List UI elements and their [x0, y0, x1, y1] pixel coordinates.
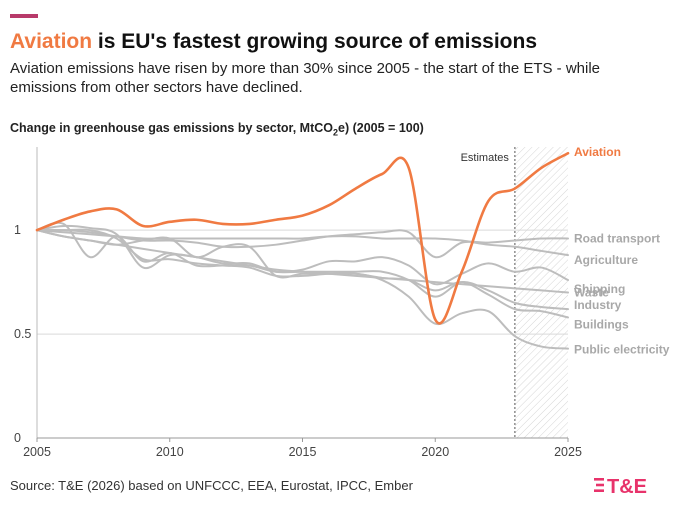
- series-label-buildings: Buildings: [574, 317, 629, 331]
- series-line-agriculture: [36, 229, 569, 257]
- x-tick-label: 2025: [554, 445, 582, 459]
- series-line-aviation: [35, 151, 570, 325]
- page-subtitle: Aviation emissions have risen by more th…: [10, 60, 601, 96]
- y-tick-label: 1: [14, 223, 21, 237]
- page-title: Aviation is EU's fastest growing source …: [10, 30, 537, 54]
- series-label-industry: Industry: [574, 298, 622, 312]
- x-tick-label: 2010: [156, 445, 184, 459]
- x-tick-label: 2020: [421, 445, 449, 459]
- series-label-waste: Waste: [574, 286, 609, 300]
- x-tick-label: 2015: [289, 445, 317, 459]
- series-line-shipping: [36, 221, 569, 286]
- title-highlight: Aviation: [10, 30, 93, 53]
- series-line-public-electricity: [36, 228, 569, 350]
- accent-bar: [10, 14, 38, 18]
- series-label-public-electricity: Public electricity: [574, 343, 670, 357]
- series-label-shipping: Shipping: [574, 282, 625, 296]
- chart-title-end: e) (2005 = 100): [338, 121, 424, 135]
- y-tick-label: 0.5: [14, 327, 31, 341]
- x-tick-label: 2005: [23, 445, 51, 459]
- source-note: Source: T&E (2026) based on UNFCCC, EEA,…: [10, 478, 413, 493]
- chart-title-main: Change in greenhouse gas emissions by se…: [10, 121, 333, 135]
- logo-mark-icon: [594, 478, 604, 492]
- estimates-label: Estimates: [461, 152, 510, 164]
- series-label-aviation: Aviation: [574, 145, 621, 159]
- title-rest: is EU's fastest growing source of emissi…: [92, 30, 538, 53]
- y-tick-label: 0: [14, 431, 21, 445]
- series-label-agriculture: Agriculture: [574, 253, 638, 267]
- series-label-road-transport: Road transport: [574, 231, 660, 245]
- te-logo: T&E: [594, 476, 647, 498]
- chart-title: Change in greenhouse gas emissions by se…: [10, 121, 424, 138]
- chart-title-subscript: 2: [333, 127, 339, 138]
- logo-text: T&E: [607, 476, 647, 498]
